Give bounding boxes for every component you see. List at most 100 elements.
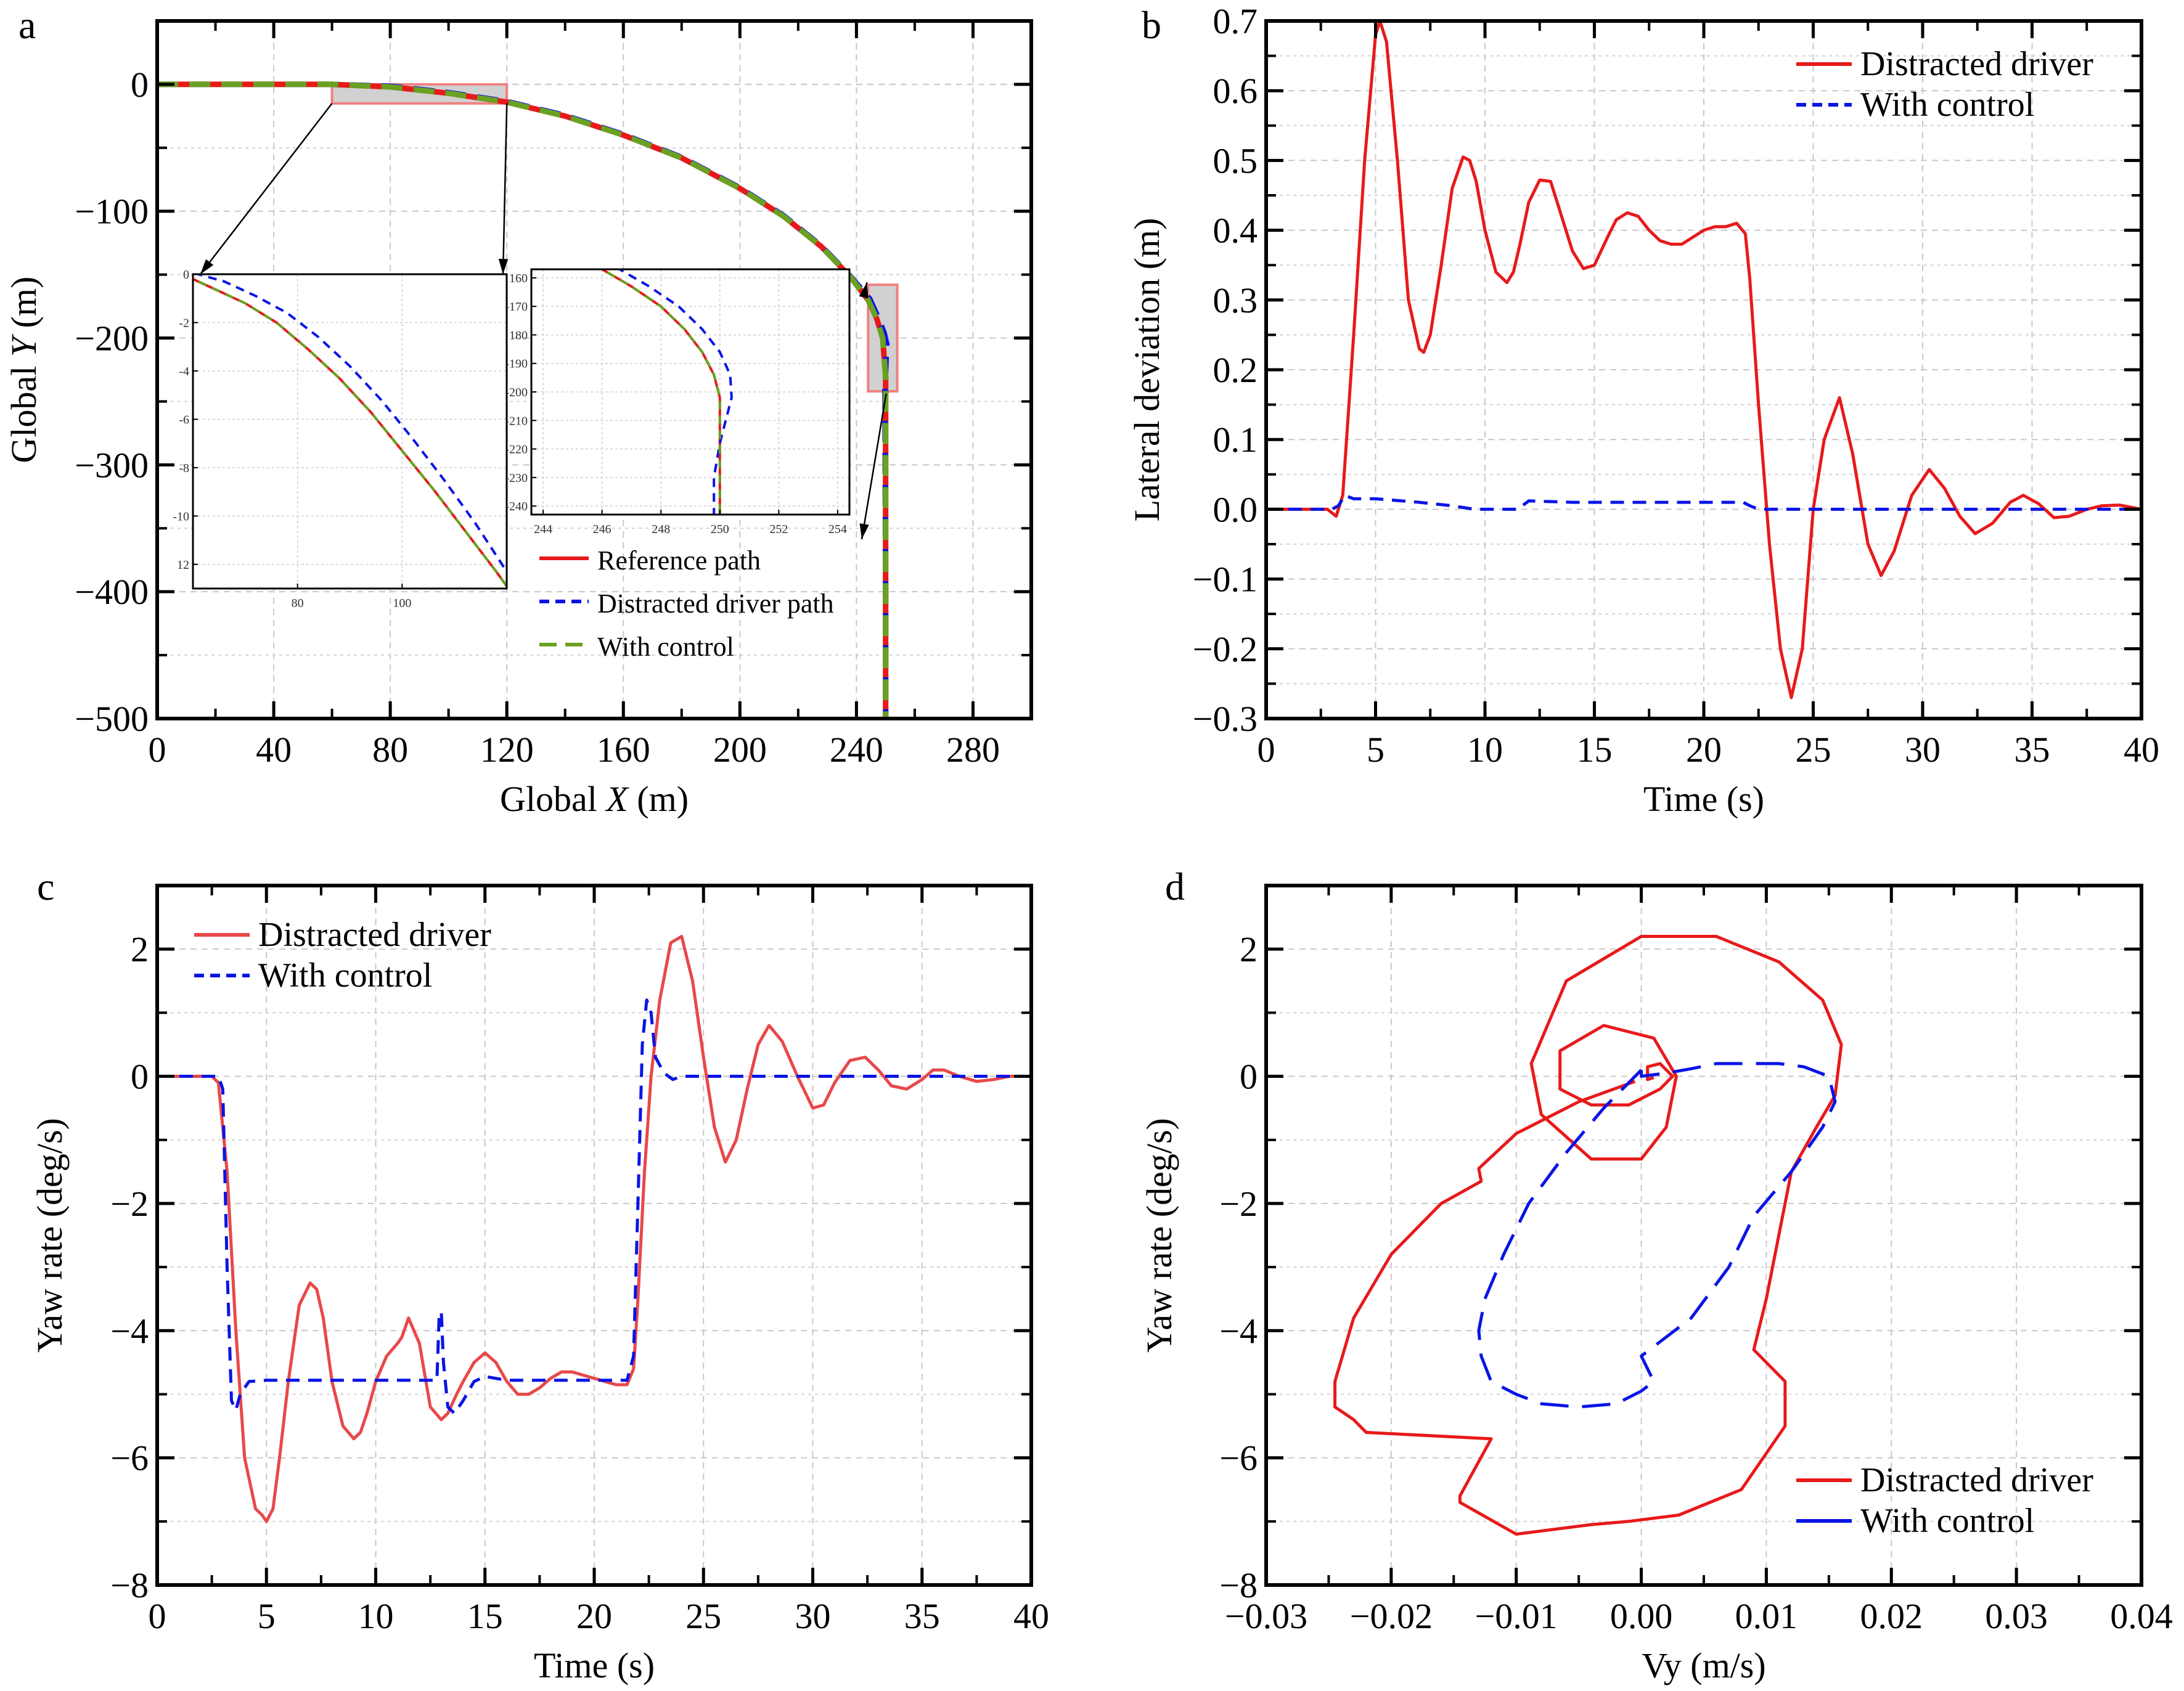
y-axis-title: Lateral deviation (m)	[1127, 218, 1167, 522]
x-axis-title: Vy (m/s)	[1642, 1645, 1765, 1685]
x-tick-label: −0.02	[1350, 1596, 1433, 1636]
grid	[1266, 21, 2141, 719]
y-tick-label: 2	[1240, 929, 1258, 969]
inset-series-line	[601, 269, 721, 515]
inset-y-tick-label: 180	[509, 328, 528, 342]
x-axis-title-part: Global	[500, 779, 606, 819]
y-tick-label: −8	[1219, 1565, 1258, 1605]
y-axis-title: Global Y (m)	[4, 277, 44, 463]
x-axis-title: Time (s)	[1643, 779, 1764, 819]
x-tick-label: 200	[713, 730, 767, 770]
inset-2: 244 246 248 250 252 254 160 -170 180 -190 -200 -210…	[505, 268, 887, 540]
inset-y-tick-label: -220	[505, 443, 528, 457]
x-axis-title-part: (m)	[628, 779, 689, 819]
inset-y-tick-label: -170	[505, 300, 528, 314]
y-tick-label: −0.1	[1193, 560, 1258, 600]
x-tick-label: 280	[946, 730, 1000, 770]
y-tick-label: 0.3	[1213, 280, 1258, 320]
inset-x-tick-label: 80	[292, 597, 304, 610]
x-tick-label: 35	[904, 1596, 940, 1636]
series-line-with-control	[157, 81, 889, 719]
y-tick-label: 0	[1240, 1057, 1258, 1097]
inset-border	[192, 273, 508, 590]
x-tick-label: 0	[149, 1596, 166, 1636]
inset-y-tick-label: -190	[505, 357, 528, 371]
y-tick-label: 0	[131, 1057, 149, 1097]
y-tick-label: 0.4	[1213, 211, 1258, 251]
legend-label: With control	[1860, 86, 2034, 124]
zoom-pointer-arrow	[861, 393, 887, 540]
y-tick-label: −300	[75, 445, 149, 485]
x-tick-label: 0.04	[2110, 1596, 2173, 1636]
inset-series-group	[193, 274, 507, 587]
panel-letter: d	[1165, 865, 1185, 908]
x-tick-label: 20	[576, 1596, 612, 1636]
y-tick-label: 0.5	[1213, 141, 1258, 181]
y-tick-label: −8	[110, 1565, 149, 1605]
x-tick-label: 0.02	[1860, 1596, 1923, 1636]
inset-y-tick-label: -2	[179, 316, 189, 330]
inset-series-line	[193, 277, 507, 587]
inset-y-tick-label: -210	[505, 414, 528, 428]
x-tick-label: 0.03	[1985, 1596, 2048, 1636]
inset-y-tick-label: -4	[179, 365, 189, 378]
inset-1: 80 100 0 -2 -4 -6 -8 -10 12	[173, 103, 509, 610]
series-line-distracted-driver	[1333, 935, 1843, 1536]
x-axis-title-part: X	[605, 779, 629, 819]
inset-x-tick-label: 254	[828, 523, 847, 536]
legend-label: Distracted driver	[258, 916, 491, 954]
x-tick-label: 0	[149, 730, 166, 770]
panel-a: 80 100 0 -2 -4 -6 -8 -10 12 244 246 248 250 252 254 160…	[4, 3, 1033, 819]
x-tick-label: 80	[372, 730, 408, 770]
x-axis-title: Time (s)	[534, 1645, 655, 1685]
x-tick-label: 40	[1013, 1596, 1049, 1636]
y-axis-title-part: Y	[4, 333, 44, 357]
x-tick-label: 5	[258, 1596, 276, 1636]
y-tick-label: 2	[131, 929, 149, 969]
plot-frame	[155, 19, 1033, 720]
y-tick-label: −400	[75, 572, 149, 612]
legend-label: Distracted driver	[1860, 45, 2093, 83]
legend-label: Distracted driver	[1860, 1461, 2093, 1499]
inset-x-tick-label: 252	[769, 523, 788, 536]
zoom-pointer-arrow	[200, 103, 333, 275]
x-tick-label: 10	[358, 1596, 394, 1636]
x-tick-label: 15	[1577, 730, 1613, 770]
inset-x-tick-label: 250	[711, 523, 729, 536]
panel-letter: b	[1142, 3, 1161, 47]
series-line-with-control	[1477, 1062, 1837, 1409]
y-axis-title: Yaw rate (deg/s)	[1139, 1118, 1179, 1353]
arrowhead-icon	[859, 282, 869, 298]
x-tick-label: 35	[2014, 730, 2050, 770]
series-line-distracted-driver	[1266, 21, 2141, 699]
y-axis-title-part: Global	[4, 357, 44, 463]
x-axis-title: Global X (m)	[500, 779, 689, 819]
legend: Reference path Distracted driver path With…	[539, 545, 834, 662]
x-tick-label: 0	[1258, 730, 1275, 770]
x-tick-label: 25	[1796, 730, 1831, 770]
x-tick-label: 20	[1686, 730, 1722, 770]
inset-y-tick-label: -8	[179, 462, 189, 475]
y-tick-label: −4	[110, 1311, 149, 1351]
arrowhead-icon	[859, 523, 869, 539]
inset-series-line	[197, 274, 507, 572]
series-line-distracted-driver	[157, 935, 1031, 1523]
x-tick-label: 0.01	[1735, 1596, 1798, 1636]
inset-x-tick-label: 244	[534, 523, 552, 536]
series-line-with-control	[1266, 494, 2141, 511]
y-axis-title: Yaw rate (deg/s)	[30, 1118, 70, 1353]
x-tick-label: −0.01	[1475, 1596, 1558, 1636]
series-group	[1333, 935, 1843, 1536]
y-tick-label: −4	[1219, 1311, 1258, 1351]
x-tick-label: 10	[1467, 730, 1503, 770]
series-group	[1266, 21, 2141, 699]
x-tick-label: 15	[467, 1596, 503, 1636]
y-tick-label: −2	[110, 1184, 149, 1224]
y-tick-label: −0.3	[1193, 699, 1258, 739]
grid	[1266, 886, 2141, 1585]
zoom-pointer-arrow	[502, 103, 508, 275]
